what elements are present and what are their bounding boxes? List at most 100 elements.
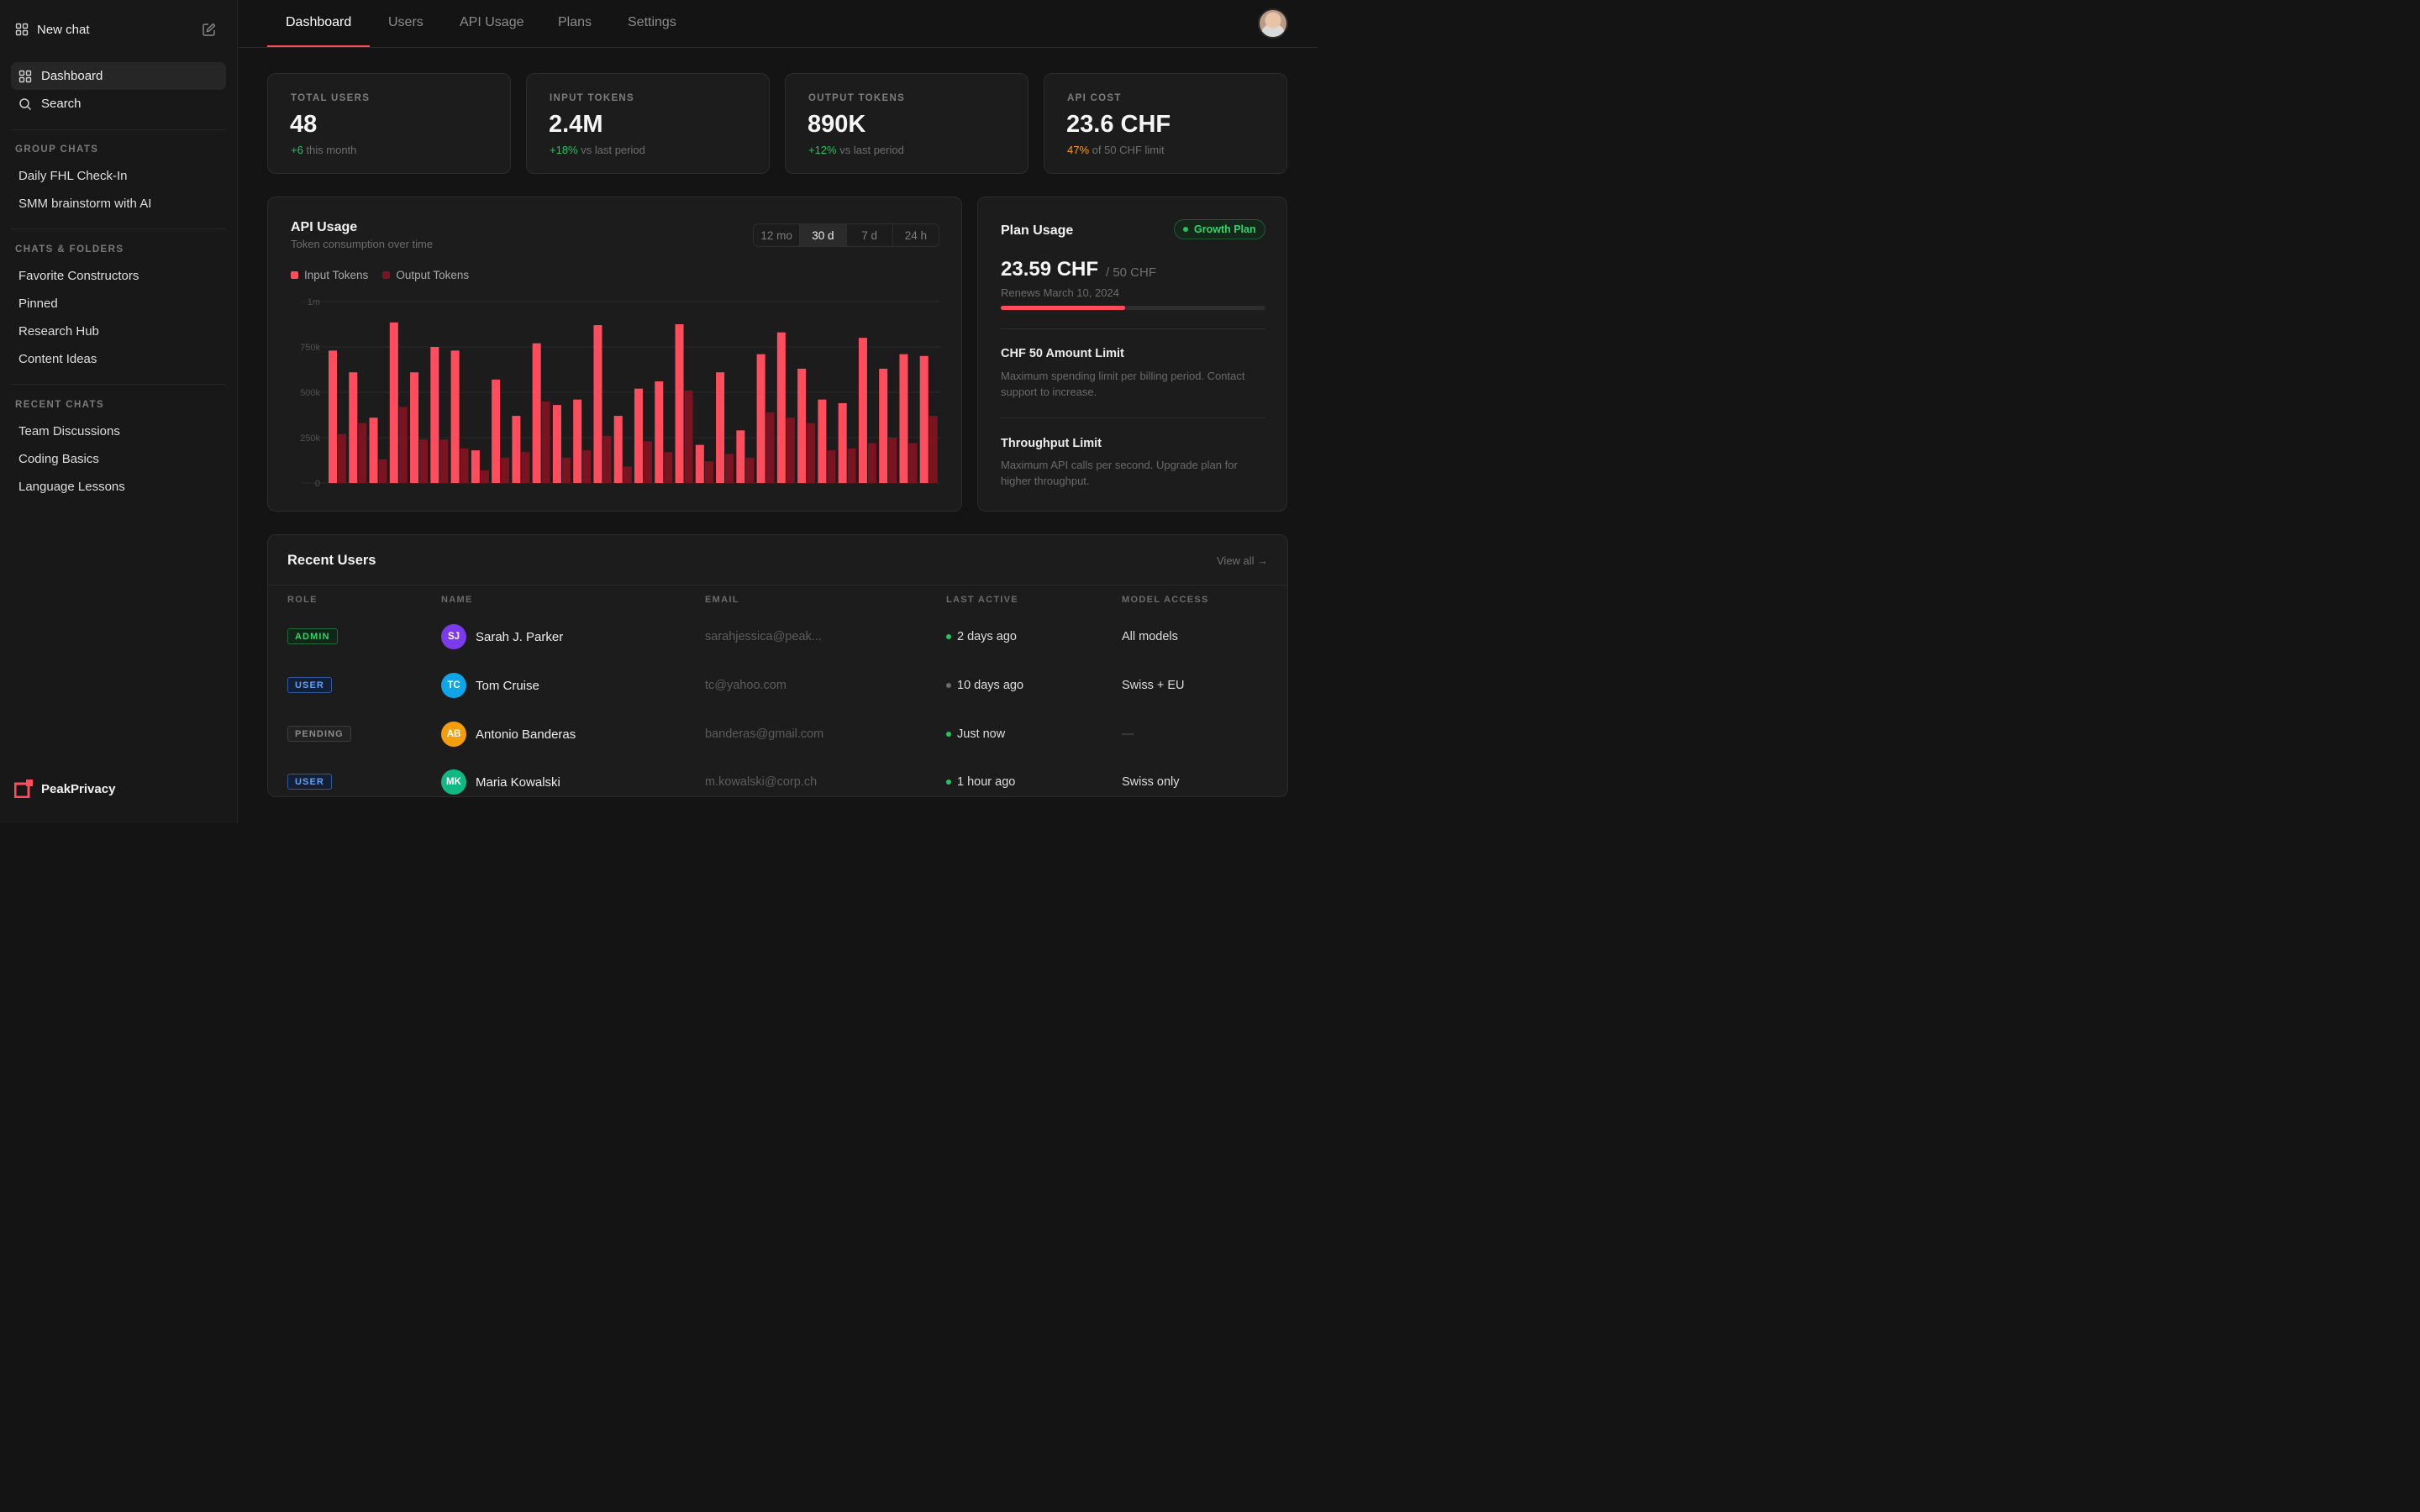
stat-label: INPUT TOKENS	[550, 93, 635, 103]
user-name: Antonio Banderas	[476, 727, 576, 742]
bar-output-tokens	[684, 390, 693, 483]
last-active: 1 hour ago	[946, 775, 1015, 789]
limit-description: Maximum API calls per second. Upgrade pl…	[1001, 459, 1238, 487]
tab-plans[interactable]: Plans	[558, 15, 592, 29]
new-chat-button[interactable]: New chat	[15, 18, 217, 40]
range-30d[interactable]: 30 d	[800, 224, 847, 246]
bar-input-tokens	[471, 450, 480, 483]
table-row[interactable]: ADMIN SJ Sarah J. Parker sarahjessica@pe…	[268, 614, 1287, 662]
plan-title: Plan Usage	[1001, 223, 1074, 238]
bar-output-tokens	[358, 423, 367, 483]
bar-input-tokens	[858, 338, 867, 483]
plan-amount: 23.59 CHF	[1001, 258, 1099, 281]
view-all-link[interactable]: View all →	[1217, 554, 1269, 567]
bar-output-tokens	[582, 450, 592, 483]
tab-dashboard[interactable]: Dashboard	[286, 15, 352, 29]
status-dot	[946, 683, 951, 688]
bar-input-tokens	[512, 416, 521, 483]
chart-legend: Input Tokens Output Tokens	[291, 269, 483, 281]
role-badge: USER	[287, 774, 332, 790]
section-title: Recent Users	[287, 553, 376, 568]
tab-users[interactable]: Users	[388, 15, 424, 29]
bar-output-tokens	[460, 448, 469, 483]
stat-delta: +6	[291, 144, 303, 156]
sidebar-item-label: Search	[41, 97, 82, 111]
bar-output-tokens	[602, 435, 612, 483]
brand-name: PeakPrivacy	[41, 781, 116, 796]
chat-link[interactable]: Favorite Constructors	[18, 269, 139, 283]
stat-delta-text: this month	[302, 144, 357, 156]
bar-input-tokens	[593, 325, 602, 483]
role-badge: ADMIN	[287, 628, 338, 644]
bar-input-tokens	[389, 322, 398, 483]
range-7d[interactable]: 7 d	[847, 224, 893, 246]
chat-link[interactable]: Coding Basics	[18, 452, 99, 466]
model-access: Swiss + EU	[1122, 679, 1185, 692]
chat-link[interactable]: Daily FHL Check-In	[18, 169, 128, 183]
last-active-text: 10 days ago	[957, 679, 1024, 692]
chat-link[interactable]: Language Lessons	[18, 480, 125, 494]
user-name: Sarah J. Parker	[476, 630, 564, 644]
chat-link[interactable]: SMM brainstorm with AI	[18, 197, 152, 211]
status-dot	[946, 732, 951, 737]
usage-bar-chart: 1m 750k 500k 250k 0	[300, 297, 940, 489]
table-row[interactable]: USER MK Maria Kowalski m.kowalski@corp.c…	[268, 759, 1287, 796]
user-email: sarahjessica@peak...	[705, 630, 822, 643]
avatar: MK	[441, 769, 466, 795]
avatar: TC	[441, 673, 466, 698]
bar-input-tokens	[329, 350, 337, 483]
range-24h[interactable]: 24 h	[904, 228, 928, 242]
legend-label: Input Tokens	[304, 269, 369, 281]
tab-settings[interactable]: Settings	[628, 15, 676, 29]
divider	[1001, 417, 1265, 418]
stat-card-api-cost: API COST 23.6 CHF 47% of 50 CHF limit	[1044, 73, 1287, 174]
stat-value: 890K	[808, 111, 866, 138]
y-tick-label: 250k	[300, 433, 320, 444]
table-row[interactable]: USER TC Tom Cruise tc@yahoo.com 10 days …	[268, 663, 1287, 711]
range-12mo[interactable]: 12 mo	[754, 224, 801, 246]
user-avatar[interactable]	[1258, 8, 1288, 39]
column-header-name: NAME	[441, 595, 473, 605]
sidebar-item-dashboard[interactable]: Dashboard	[11, 62, 226, 90]
chat-link[interactable]: Research Hub	[18, 324, 99, 339]
user-email: m.kowalski@corp.ch	[705, 775, 818, 789]
bar-input-tokens	[634, 388, 643, 483]
bar-input-tokens	[838, 402, 847, 483]
bar-output-tokens	[541, 401, 550, 483]
status-dot	[946, 780, 951, 785]
table-row[interactable]: PENDING AB Antonio Banderas banderas@gma…	[268, 711, 1287, 759]
last-active-text: Just now	[957, 727, 1006, 741]
brand-logo-icon	[13, 780, 33, 799]
compose-icon[interactable]	[202, 22, 217, 37]
stat-delta: +12%	[808, 144, 837, 156]
plan-badge-label: Growth Plan	[1194, 223, 1256, 235]
chat-link[interactable]: Pinned	[18, 297, 58, 311]
stat-label: TOTAL USERS	[291, 93, 371, 103]
legend-item-output: Output Tokens	[382, 269, 469, 281]
bar-input-tokens	[532, 343, 541, 483]
bar-output-tokens	[807, 423, 816, 483]
tab-api-usage[interactable]: API Usage	[460, 15, 524, 29]
bar-input-tokens	[573, 399, 582, 483]
y-tick-label: 0	[315, 479, 320, 489]
bar-input-tokens	[899, 354, 908, 483]
bar-input-tokens	[797, 368, 807, 483]
legend-swatch	[291, 271, 298, 279]
chat-link[interactable]: Team Discussions	[18, 424, 120, 438]
role-badge: PENDING	[287, 726, 351, 742]
limit-title: CHF 50 Amount Limit	[1001, 347, 1124, 360]
bar-output-tokens	[867, 443, 876, 483]
bar-input-tokens	[716, 372, 725, 483]
active-tab-indicator	[267, 45, 370, 47]
sidebar-divider	[11, 228, 226, 229]
chat-link[interactable]: Content Ideas	[18, 352, 97, 366]
stat-delta-text: vs last period	[836, 144, 904, 156]
plan-limit: / 50 CHF	[1106, 265, 1157, 280]
status-dot	[1183, 227, 1188, 232]
last-active: 2 days ago	[946, 630, 1017, 643]
sidebar-item-search[interactable]: Search	[11, 90, 226, 118]
legend-label: Output Tokens	[396, 269, 470, 281]
search-icon	[18, 97, 32, 111]
role-badge: USER	[287, 677, 332, 693]
last-active: 10 days ago	[946, 679, 1023, 692]
